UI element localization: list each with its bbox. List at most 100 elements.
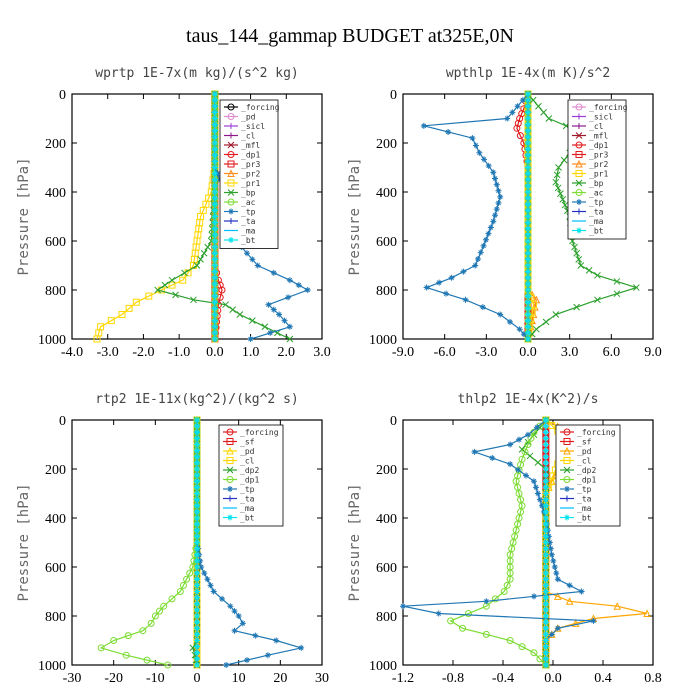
data-point [211, 176, 218, 183]
x-tick-label: 2.0 [278, 345, 296, 360]
data-point [124, 632, 132, 640]
data-point [525, 97, 531, 104]
data-point [239, 620, 246, 627]
data-point [555, 164, 562, 171]
y-tick-label: 800 [45, 610, 66, 625]
data-point [476, 149, 483, 156]
series-dp1 [97, 416, 201, 669]
data-point [566, 582, 573, 589]
legend-marker [226, 476, 234, 483]
data-point [211, 164, 218, 171]
data-point [507, 441, 514, 448]
data-point [525, 158, 531, 165]
legend-marker [227, 169, 235, 177]
data-point [464, 610, 472, 618]
legend-label: _ma [241, 227, 256, 236]
data-point [554, 576, 561, 583]
data-point [168, 281, 176, 289]
series-bt [542, 417, 549, 668]
data-point [281, 317, 288, 324]
data-point [211, 311, 218, 318]
legend-label: _bp [241, 189, 256, 198]
data-point [632, 284, 640, 291]
y-tick-label: 400 [45, 512, 66, 527]
legend-marker [576, 123, 582, 129]
data-point [613, 290, 621, 298]
y-tick-label: 800 [376, 610, 397, 625]
data-point [546, 539, 553, 546]
x-tick-label: 0 [194, 671, 201, 686]
data-point [542, 564, 549, 570]
data-point [525, 336, 531, 342]
data-point [286, 277, 293, 284]
data-point [194, 447, 200, 454]
legend-label: _cl [241, 132, 256, 141]
data-point [179, 276, 187, 284]
y-tick-label: 0 [390, 414, 397, 429]
data-point [400, 603, 406, 610]
data-point [247, 336, 254, 342]
data-point [194, 466, 200, 472]
y-tick-label: 400 [45, 186, 66, 201]
legend-label: _mfl [241, 141, 260, 150]
data-point [194, 588, 200, 595]
data-point [264, 652, 271, 659]
data-point [542, 619, 549, 626]
panel-title: rtp2 1E-11x(kg^2)/(kg^2 s) [95, 392, 299, 407]
data-point [194, 441, 200, 448]
data-point [613, 602, 622, 610]
data-point [525, 244, 531, 251]
legend-marker [563, 428, 571, 436]
data-point [211, 158, 218, 165]
data-point [198, 564, 205, 570]
data-point [525, 256, 531, 263]
y-tick-label: 800 [45, 284, 66, 299]
data-point [542, 508, 549, 515]
legend-marker [226, 428, 234, 436]
data-point [168, 595, 176, 603]
data-point [571, 243, 578, 251]
legend-marker [563, 446, 571, 455]
data-point [542, 417, 549, 423]
legend-label: _mfl [589, 132, 608, 141]
legend-marker [564, 486, 570, 492]
legend-marker [227, 141, 235, 149]
data-point [236, 311, 244, 318]
legend: _forcing_pd_sicl_cl_mfl_dp1_pr3_pr2_pr1_… [219, 99, 280, 249]
legend-label: _pr3 [589, 151, 608, 160]
legend-label: _dp1 [241, 151, 260, 160]
y-tick-label: 200 [45, 137, 66, 152]
data-point [492, 212, 499, 219]
data-point [194, 423, 200, 430]
data-point [93, 335, 101, 343]
data-point [273, 637, 280, 644]
data-point [533, 424, 540, 431]
legend-label: _sicl [241, 122, 265, 131]
data-point [194, 545, 200, 552]
data-point [211, 97, 218, 104]
legend-marker [228, 123, 234, 129]
data-point [542, 521, 549, 528]
data-point [286, 335, 294, 343]
data-point [469, 135, 476, 142]
data-point [538, 502, 545, 509]
x-tick-label: 10 [232, 671, 246, 686]
data-point [525, 238, 531, 244]
data-point [211, 293, 218, 300]
x-tick-label: -9.0 [392, 345, 414, 360]
legend-marker [228, 208, 234, 215]
data-point [578, 588, 585, 595]
x-tick-label: -6.0 [434, 345, 456, 360]
data-point [204, 243, 212, 251]
data-point [194, 655, 200, 662]
y-axis-label: Pressure [hPa] [16, 157, 32, 275]
data-point [231, 608, 238, 615]
data-point [436, 279, 443, 286]
data-point [110, 637, 118, 644]
data-point [518, 643, 526, 651]
data-point [525, 201, 531, 208]
legend-label: _pd [240, 447, 255, 456]
data-point [552, 178, 560, 186]
legend-label: _forcing [589, 103, 628, 112]
data-point [594, 296, 601, 304]
